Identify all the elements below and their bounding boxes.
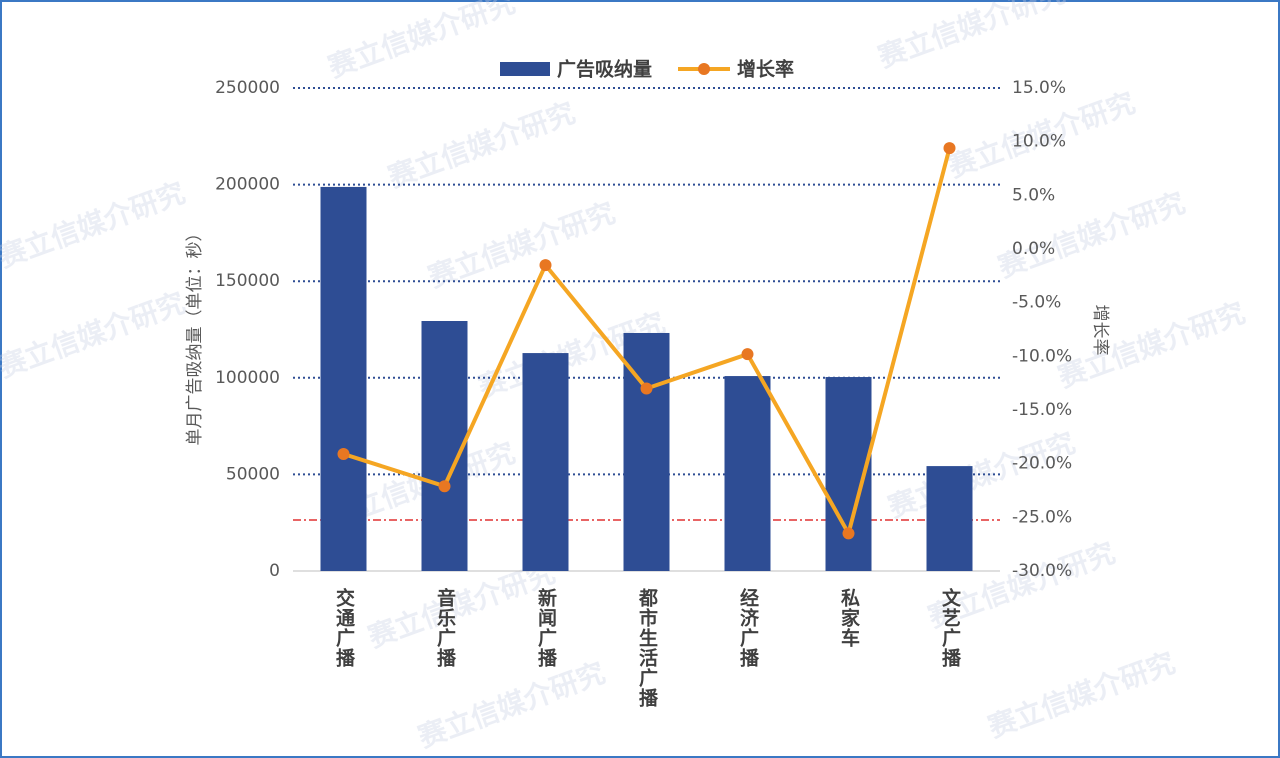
bar [522, 353, 569, 571]
y-tick-label: 0 [269, 561, 280, 581]
y2-tick-label: 5.0% [1012, 185, 1055, 205]
y2-tick-label: -25.0% [1012, 507, 1072, 527]
y2-tick-label: -15.0% [1012, 400, 1072, 420]
line-marker [337, 448, 350, 461]
y2-tick-label: -20.0% [1012, 454, 1072, 474]
line-marker [539, 259, 552, 272]
line-marker [943, 142, 956, 155]
legend-label: 广告吸纳量 [557, 58, 652, 81]
legend-label: 增长率 [737, 58, 794, 81]
legend-swatch [500, 62, 550, 76]
y-tick-label: 200000 [215, 175, 280, 195]
y2-tick-label: -5.0% [1012, 293, 1061, 313]
y2-tick-label: 15.0% [1012, 78, 1066, 98]
bar [724, 376, 771, 571]
y-tick-label: 100000 [215, 368, 280, 388]
x-tick-label: 新闻广播 [535, 587, 557, 668]
line-marker [640, 382, 653, 395]
bar [320, 186, 367, 571]
x-tick-label: 私家车 [838, 588, 860, 648]
y2-axis-title: 增长率 [1090, 305, 1110, 356]
x-tick-label: 文艺广播 [939, 587, 961, 668]
y-tick-label: 50000 [226, 464, 280, 484]
y2-tick-label: 0.0% [1012, 239, 1055, 259]
bar [926, 466, 973, 571]
y2-tick-label: -10.0% [1012, 346, 1072, 366]
legend-swatch [698, 63, 710, 75]
y2-tick-label: -30.0% [1012, 561, 1072, 581]
x-tick-label: 都市生活广播 [636, 588, 659, 708]
x-tick-label: 音乐广播 [434, 587, 456, 668]
x-tick-label: 经济广播 [737, 587, 759, 668]
y2-tick-label: 10.0% [1012, 132, 1066, 152]
y-tick-label: 150000 [215, 271, 280, 291]
y-tick-label: 250000 [215, 78, 280, 98]
bar [421, 320, 468, 571]
x-tick-label: 交通广播 [333, 587, 355, 668]
line-marker [842, 527, 855, 540]
y-axis-title: 单月广告吸纳量（单位：秒） [185, 225, 205, 446]
line-marker [438, 480, 451, 493]
line-marker [741, 348, 754, 361]
